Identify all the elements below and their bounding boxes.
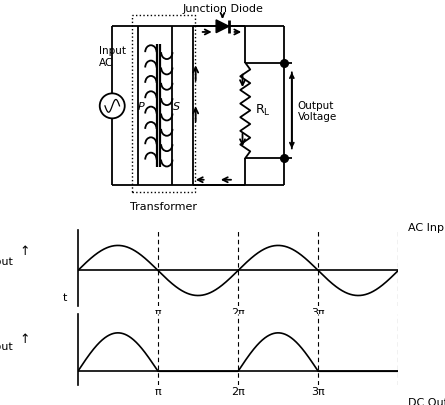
Text: ↑: ↑ [19, 332, 30, 345]
Text: AC Input: AC Input [408, 222, 445, 232]
Text: DC Output: DC Output [408, 397, 445, 405]
Text: R: R [255, 102, 264, 115]
Text: Output
Voltage: Output Voltage [298, 100, 337, 122]
Text: t: t [63, 292, 67, 302]
Text: Input: Input [0, 256, 13, 266]
Text: Input
AC: Input AC [99, 46, 125, 68]
Text: Output: Output [0, 341, 13, 351]
Text: ↑: ↑ [19, 245, 30, 258]
Text: P: P [137, 102, 144, 112]
Text: Junction Diode: Junction Diode [182, 4, 263, 14]
Text: S: S [173, 102, 180, 112]
Text: Transformer: Transformer [130, 201, 197, 211]
Polygon shape [216, 21, 229, 34]
Text: L: L [263, 108, 268, 117]
Bar [132, 16, 195, 193]
